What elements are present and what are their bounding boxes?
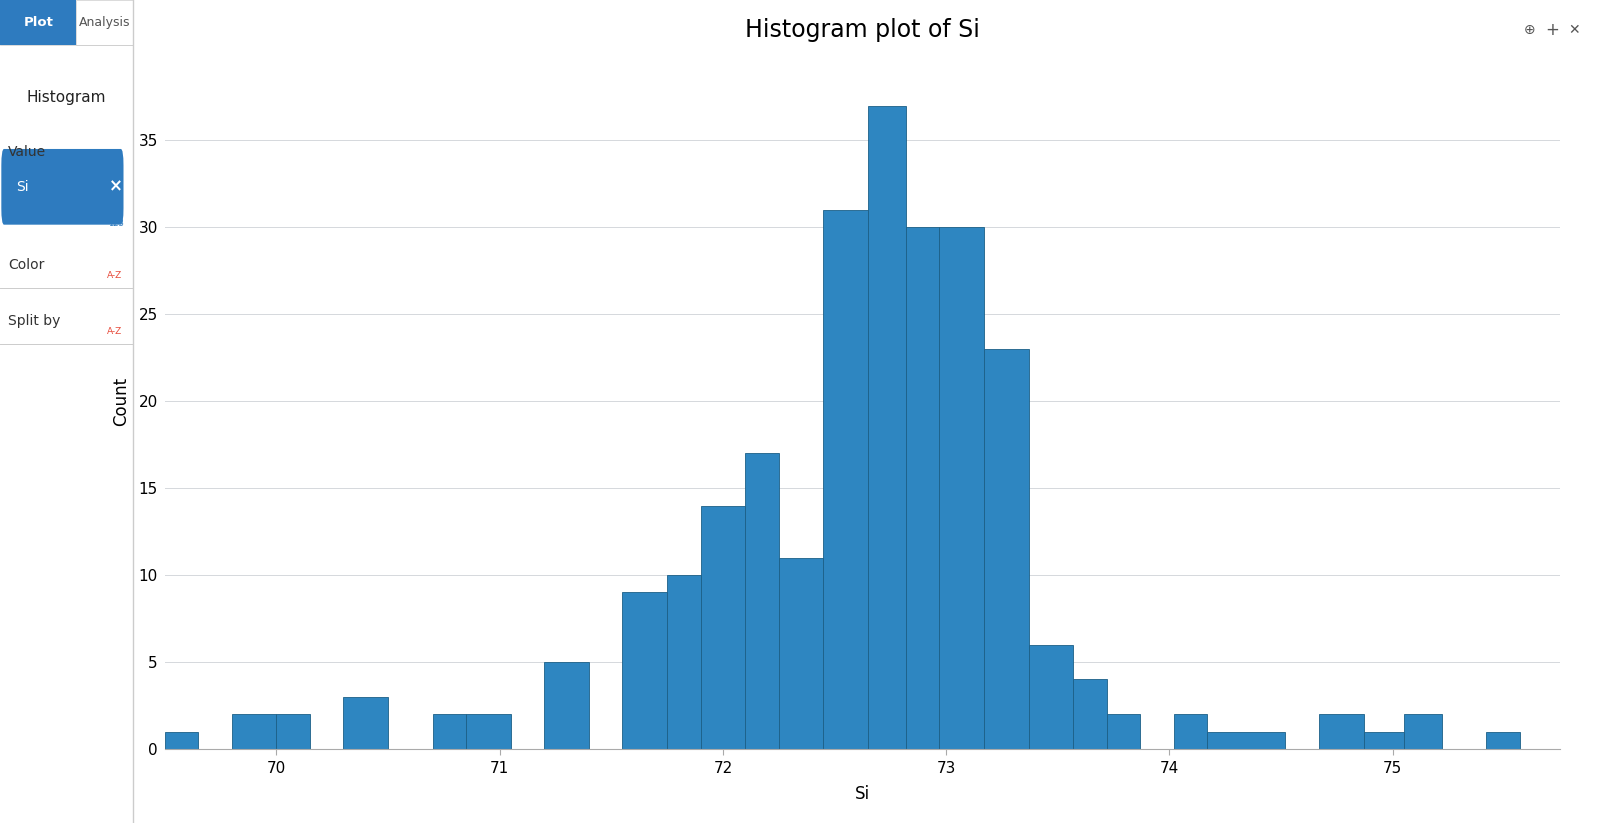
Bar [1029, 644, 1074, 749]
Bar [77, 0, 133, 45]
Bar [867, 105, 906, 749]
Bar [1074, 680, 1107, 749]
Text: A-Z: A-Z [107, 272, 122, 280]
Bar [701, 505, 746, 749]
Bar [432, 714, 466, 749]
Text: ×: × [109, 178, 123, 196]
Bar [622, 593, 667, 749]
Bar [1403, 714, 1442, 749]
Text: Value: Value [8, 145, 46, 160]
Bar [1318, 714, 1363, 749]
Bar [544, 662, 589, 749]
Bar [746, 453, 779, 749]
Bar [939, 227, 984, 749]
X-axis label: Si: Si [854, 785, 870, 802]
Bar [1174, 714, 1208, 749]
Bar [344, 697, 389, 749]
Bar [1363, 732, 1403, 749]
Text: Histogram: Histogram [27, 90, 106, 105]
Bar [779, 558, 824, 749]
Text: ⊕: ⊕ [1523, 22, 1536, 37]
Bar [667, 575, 701, 749]
FancyBboxPatch shape [2, 149, 123, 225]
Text: Analysis: Analysis [78, 16, 131, 29]
Bar [466, 714, 510, 749]
Text: 123: 123 [107, 220, 123, 228]
Text: Plot: Plot [24, 16, 53, 29]
Text: A-Z: A-Z [107, 328, 122, 336]
Bar [984, 349, 1029, 749]
Text: Si: Si [16, 179, 29, 194]
Text: Color: Color [8, 258, 45, 272]
Text: Split by: Split by [8, 314, 61, 328]
Bar [1107, 714, 1141, 749]
Text: ✕: ✕ [1568, 22, 1581, 37]
Bar [824, 210, 867, 749]
Bar [232, 714, 277, 749]
Bar [1486, 732, 1520, 749]
Title: Histogram plot of Si: Histogram plot of Si [746, 18, 979, 42]
Bar [906, 227, 939, 749]
Bar [0, 0, 77, 45]
Text: +: + [1546, 21, 1558, 39]
Y-axis label: Count: Count [112, 377, 130, 425]
Bar [1208, 732, 1285, 749]
Bar [277, 714, 310, 749]
Bar [165, 732, 198, 749]
